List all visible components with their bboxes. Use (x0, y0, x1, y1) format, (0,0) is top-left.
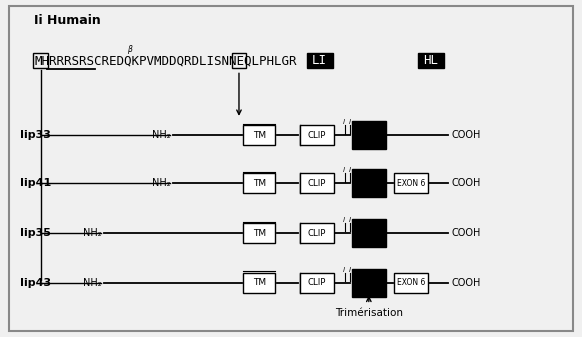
Text: l: l (349, 267, 351, 273)
Bar (418, 54, 444, 68)
Bar (300, 223, 334, 243)
Text: CLIP: CLIP (308, 131, 326, 140)
Text: TM: TM (253, 228, 266, 238)
Text: COOH: COOH (451, 228, 481, 238)
Text: COOH: COOH (451, 278, 481, 288)
Bar (300, 273, 334, 293)
Text: NH₂: NH₂ (152, 178, 171, 188)
Bar (393, 273, 428, 293)
Text: TM: TM (253, 278, 266, 287)
Text: HL: HL (424, 54, 439, 67)
Bar (352, 269, 386, 297)
Text: EXON 6: EXON 6 (397, 278, 425, 287)
Text: l: l (343, 217, 345, 223)
Text: β: β (127, 45, 132, 54)
Bar (243, 223, 275, 243)
Text: NH₂: NH₂ (83, 228, 101, 238)
Text: Iip41: Iip41 (20, 178, 51, 188)
Bar (307, 54, 332, 68)
Text: LI: LI (312, 54, 327, 67)
Bar (352, 170, 386, 197)
Text: MHRRRSRSCREDQKPVMDDQRDLISNNEQLPHLGR: MHRRRSRSCREDQKPVMDDQRDLISNNEQLPHLGR (34, 54, 297, 67)
Bar (243, 273, 275, 293)
Bar (352, 121, 386, 149)
Text: l: l (349, 167, 351, 174)
Bar (300, 174, 334, 193)
Bar (393, 174, 428, 193)
Text: Trimérisation: Trimérisation (335, 308, 403, 318)
Text: NH₂: NH₂ (83, 278, 101, 288)
Text: Iip35: Iip35 (20, 228, 51, 238)
Bar (243, 174, 275, 193)
Text: CLIP: CLIP (308, 179, 326, 188)
Text: CLIP: CLIP (308, 278, 326, 287)
Text: CLIP: CLIP (308, 228, 326, 238)
Text: COOH: COOH (451, 178, 481, 188)
Text: Iip43: Iip43 (20, 278, 51, 288)
Text: COOH: COOH (451, 130, 481, 140)
Text: l: l (349, 217, 351, 223)
Bar (243, 125, 275, 145)
Bar (33, 54, 48, 68)
Bar (352, 219, 386, 247)
Text: l: l (343, 267, 345, 273)
Text: l: l (349, 119, 351, 125)
Text: EXON 6: EXON 6 (397, 179, 425, 188)
Bar (232, 54, 246, 68)
Text: TM: TM (253, 179, 266, 188)
Text: l: l (343, 119, 345, 125)
Text: Iip33: Iip33 (20, 130, 51, 140)
Text: Ii Humain: Ii Humain (34, 14, 101, 27)
Bar (300, 125, 334, 145)
Text: TM: TM (253, 131, 266, 140)
Text: NH₂: NH₂ (152, 130, 171, 140)
Text: l: l (343, 167, 345, 174)
